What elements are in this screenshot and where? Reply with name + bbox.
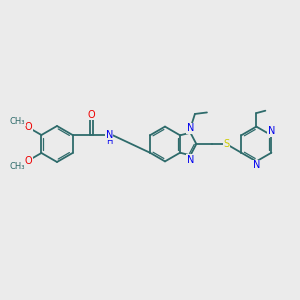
Text: S: S <box>223 139 230 149</box>
Text: H: H <box>106 137 112 146</box>
Text: N: N <box>187 123 194 133</box>
Text: N: N <box>253 160 260 170</box>
Text: N: N <box>187 155 194 165</box>
Text: O: O <box>25 155 32 166</box>
Text: O: O <box>25 122 32 133</box>
Text: O: O <box>87 110 95 120</box>
Text: CH₃: CH₃ <box>10 162 25 171</box>
Text: N: N <box>106 130 113 140</box>
Text: CH₃: CH₃ <box>10 117 25 126</box>
Text: N: N <box>268 126 275 136</box>
